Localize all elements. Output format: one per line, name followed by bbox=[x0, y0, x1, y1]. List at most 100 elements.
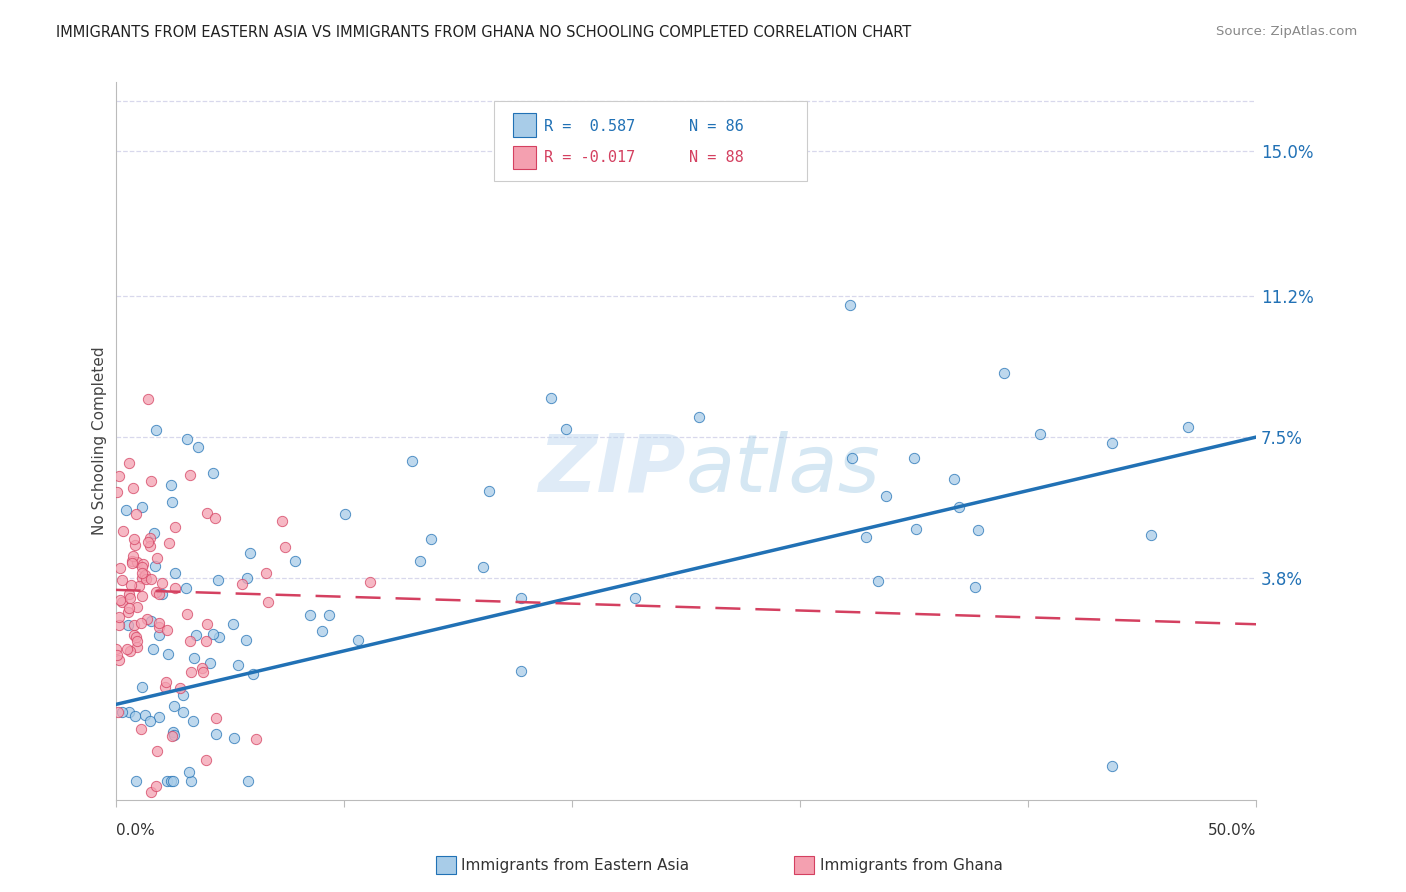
Point bbox=[139, 714, 162, 728]
Point bbox=[108, 593, 131, 607]
Point bbox=[868, 574, 890, 589]
Point bbox=[148, 710, 170, 724]
Point bbox=[335, 507, 357, 521]
Point bbox=[150, 587, 173, 601]
Point bbox=[146, 744, 169, 758]
Point bbox=[510, 591, 533, 606]
Text: N = 86: N = 86 bbox=[689, 119, 744, 134]
Point bbox=[204, 511, 226, 525]
Point bbox=[510, 665, 533, 679]
Point bbox=[236, 773, 259, 788]
Point bbox=[105, 485, 128, 500]
Point bbox=[160, 494, 183, 508]
Point bbox=[169, 681, 191, 695]
Point bbox=[148, 587, 170, 601]
Point bbox=[224, 731, 246, 746]
Point bbox=[202, 466, 225, 480]
Point bbox=[222, 616, 245, 631]
Point bbox=[180, 665, 202, 679]
Point bbox=[143, 558, 166, 573]
Point bbox=[131, 616, 153, 631]
Point bbox=[134, 708, 156, 723]
Point bbox=[162, 725, 184, 739]
Point bbox=[180, 773, 202, 788]
Point bbox=[139, 539, 162, 553]
Point bbox=[125, 507, 148, 521]
Point bbox=[179, 633, 201, 648]
Point bbox=[129, 722, 152, 736]
Point bbox=[121, 554, 143, 568]
Point bbox=[131, 571, 153, 585]
Point bbox=[183, 651, 205, 665]
Point bbox=[124, 538, 146, 552]
Point bbox=[201, 627, 224, 641]
Point bbox=[841, 451, 863, 466]
Point bbox=[138, 392, 160, 406]
Point bbox=[165, 582, 187, 596]
Point bbox=[135, 572, 157, 586]
Point bbox=[121, 549, 143, 563]
Point bbox=[194, 633, 217, 648]
Point bbox=[145, 551, 167, 566]
Point bbox=[125, 773, 148, 788]
Point bbox=[162, 773, 184, 788]
Point bbox=[139, 785, 162, 799]
Point bbox=[472, 560, 495, 574]
Point bbox=[254, 566, 277, 581]
Point bbox=[105, 648, 128, 662]
Point bbox=[172, 705, 194, 719]
Point bbox=[120, 591, 142, 606]
Point bbox=[162, 728, 184, 742]
Point bbox=[176, 607, 198, 621]
Point bbox=[205, 727, 228, 741]
Point bbox=[186, 628, 208, 642]
Point bbox=[948, 500, 970, 515]
Point bbox=[121, 556, 143, 570]
Point bbox=[142, 642, 165, 657]
Point bbox=[143, 525, 166, 540]
Point bbox=[111, 705, 134, 719]
Text: IMMIGRANTS FROM EASTERN ASIA VS IMMIGRANTS FROM GHANA NO SCHOOLING COMPLETED COR: IMMIGRANTS FROM EASTERN ASIA VS IMMIGRAN… bbox=[56, 25, 911, 40]
Point bbox=[187, 440, 209, 454]
Point bbox=[117, 605, 139, 619]
Point bbox=[208, 630, 231, 644]
Point bbox=[195, 506, 218, 520]
Point bbox=[131, 560, 153, 574]
Point bbox=[1140, 528, 1163, 542]
Point bbox=[117, 641, 139, 656]
Point bbox=[107, 705, 129, 719]
Point bbox=[311, 624, 333, 639]
Point bbox=[131, 680, 153, 694]
Point bbox=[139, 474, 162, 488]
Point bbox=[1029, 426, 1052, 441]
Point bbox=[274, 540, 297, 554]
Point bbox=[132, 557, 155, 571]
Point bbox=[104, 642, 127, 657]
Point bbox=[145, 424, 167, 438]
Point bbox=[231, 577, 253, 591]
Point bbox=[160, 729, 183, 743]
Point bbox=[963, 580, 986, 594]
Point bbox=[131, 500, 153, 514]
Point bbox=[125, 600, 148, 615]
Point bbox=[179, 467, 201, 482]
Point bbox=[118, 456, 141, 470]
Point bbox=[172, 688, 194, 702]
Text: 50.0%: 50.0% bbox=[1208, 822, 1256, 838]
Point bbox=[688, 410, 710, 425]
Point bbox=[226, 657, 249, 672]
Text: R =  0.587: R = 0.587 bbox=[544, 119, 636, 134]
Point bbox=[875, 489, 897, 503]
Point bbox=[540, 391, 562, 405]
Point bbox=[191, 660, 214, 674]
Point bbox=[159, 478, 181, 492]
Point bbox=[236, 571, 259, 585]
Point bbox=[270, 514, 292, 528]
Point bbox=[128, 579, 150, 593]
Point bbox=[108, 561, 131, 575]
Point bbox=[108, 609, 131, 624]
Point bbox=[943, 472, 966, 486]
Point bbox=[107, 469, 129, 483]
Point bbox=[157, 536, 180, 550]
Point bbox=[114, 503, 136, 517]
